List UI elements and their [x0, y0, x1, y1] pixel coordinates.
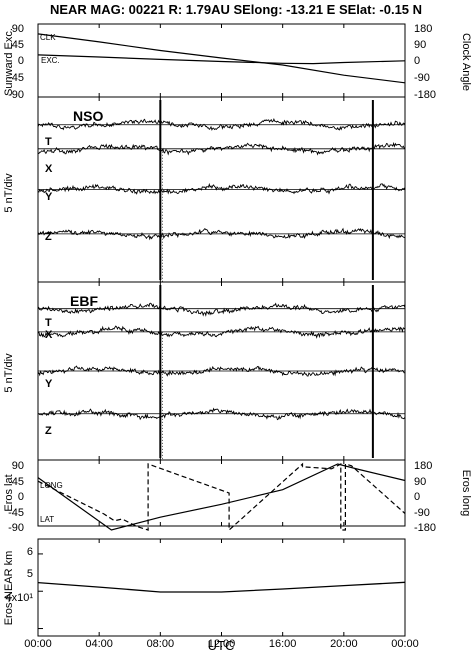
- x-tick-label: 16:00: [269, 638, 297, 650]
- series-line-long: [37, 462, 406, 532]
- eros-position-series-layer: [37, 462, 406, 532]
- series-label-exc: EXC.: [41, 56, 60, 65]
- ebf-trace-layer: [37, 285, 406, 460]
- series-line-exc: [37, 54, 406, 65]
- eros-long-ylabel: Eros long: [460, 470, 472, 516]
- ebf-panel-label: EBF: [70, 293, 98, 309]
- series-label-long: LONG: [40, 481, 63, 490]
- panel-eros-position: 90 45 0 -45 -90 180 90 0 -90 -180 Eros l…: [3, 460, 472, 534]
- sun-angle-ytick-label: -90: [8, 89, 24, 101]
- eros-long-ytick-label: -180: [414, 522, 436, 534]
- distance-ytick-label: 6: [27, 546, 33, 558]
- distance-ytick-label: 5: [27, 568, 33, 580]
- trace-line-x: [37, 141, 406, 156]
- distance-ylabel: Eros-NEAR km: [3, 551, 15, 626]
- ebf-trace-label-z: Z: [45, 425, 52, 437]
- sun-angle-ylabel-right: Clock Angle: [460, 33, 472, 91]
- panel-sun-angle-frame: [37, 23, 406, 98]
- sun-angle-right-ticks: 180 90 0 -90 -180: [414, 23, 436, 101]
- nso-trace-label-x: X: [45, 163, 53, 175]
- x-tick-label: 04:00: [85, 638, 113, 650]
- sun-angle-ytick-label: 90: [12, 23, 24, 35]
- x-tick-label: 08:00: [147, 638, 175, 650]
- x-axis: 00:00 04:00 08:00 12:00 16:00 20:00 00:00: [24, 24, 419, 650]
- sun-angle-ytick-label: 45: [12, 39, 24, 51]
- trace-line-z: [37, 407, 406, 421]
- sun-angle-ytick-right-label: 90: [414, 39, 426, 51]
- panel-sun-angle: 90 45 0 -45 -90 180 90 0 -90 -180 Sunwar…: [3, 23, 472, 101]
- sun-angle-ytick-right-label: -180: [414, 89, 436, 101]
- nso-trace-layer: [37, 100, 406, 282]
- series-line-distance: [37, 581, 406, 593]
- trace-line-y: [37, 365, 405, 377]
- eros-long-ytick-label: 0: [414, 491, 420, 503]
- nso-trace-label-y: Y: [45, 191, 53, 203]
- ebf-trace-label-t: T: [45, 317, 52, 329]
- sun-angle-ytick-label: 0: [18, 55, 24, 67]
- nso-panel-label: NSO: [73, 108, 103, 124]
- ebf-ylabel: 5 nT/div: [3, 353, 15, 393]
- eros-lat-ytick-label: -90: [8, 522, 24, 534]
- panel-eros-near-distance-frame: [37, 538, 406, 637]
- panel-eros-position-frame: [37, 459, 406, 527]
- x-tick-label: 00:00: [391, 638, 419, 650]
- panel-nso: NSO 5 nT/div T X Y Z: [3, 100, 406, 282]
- x-axis-label: UTC: [208, 638, 235, 653]
- eros-lat-ytick-label: -45: [8, 507, 24, 519]
- eros-lat-ytick-label: 45: [12, 476, 24, 488]
- x-tick-label: 20:00: [330, 638, 358, 650]
- sun-angle-series-layer: [37, 33, 406, 84]
- eros-lat-ylabel: Eros lat: [3, 474, 15, 511]
- series-label-lat: LAT: [40, 515, 54, 524]
- figure-title: NEAR MAG: 00221 R: 1.79AU SElong: -13.21…: [50, 2, 422, 17]
- sun-angle-ytick-right-label: 0: [414, 55, 420, 67]
- trace-line-x: [37, 325, 406, 339]
- trace-line-t: [37, 302, 406, 317]
- sun-angle-ylabel: Sunward Exc.: [3, 28, 15, 96]
- series-line-clk: [37, 33, 406, 84]
- sun-angle-ytick-label: -45: [8, 72, 24, 84]
- series-label-clk: CLK: [40, 33, 56, 42]
- sun-angle-ytick-right-label: -90: [414, 72, 430, 84]
- trace-line-t: [37, 118, 406, 131]
- trace-line-y: [37, 182, 406, 195]
- eros-lat-ytick-label: 90: [12, 460, 24, 472]
- distance-series-layer: [37, 553, 406, 630]
- nso-trace-label-t: T: [45, 136, 52, 148]
- distance-ytick-label: 4x10¹: [5, 592, 33, 604]
- eros-long-ytick-label: -90: [414, 507, 430, 519]
- sun-angle-ytick-right-label: 180: [414, 23, 432, 35]
- ebf-trace-label-y: Y: [45, 378, 53, 390]
- x-tick-label: 12:00: [208, 638, 236, 650]
- nso-trace-label-z: Z: [45, 231, 52, 243]
- sun-angle-left-ticks: 90 45 0 -45 -90: [8, 23, 24, 101]
- x-tick-label: 00:00: [24, 638, 52, 650]
- panel-ebf: EBF 5 nT/div T X Y Z: [3, 285, 406, 460]
- eros-long-ytick-label: 90: [414, 476, 426, 488]
- eros-long-ytick-label: 180: [414, 460, 432, 472]
- nso-ylabel: 5 nT/div: [3, 173, 15, 213]
- panel-eros-near-distance: 6 5 4x10¹ Eros-NEAR km: [3, 546, 406, 630]
- trace-line-z: [37, 227, 406, 241]
- eros-lat-ytick-label: 0: [18, 491, 24, 503]
- series-line-lat: [37, 463, 406, 531]
